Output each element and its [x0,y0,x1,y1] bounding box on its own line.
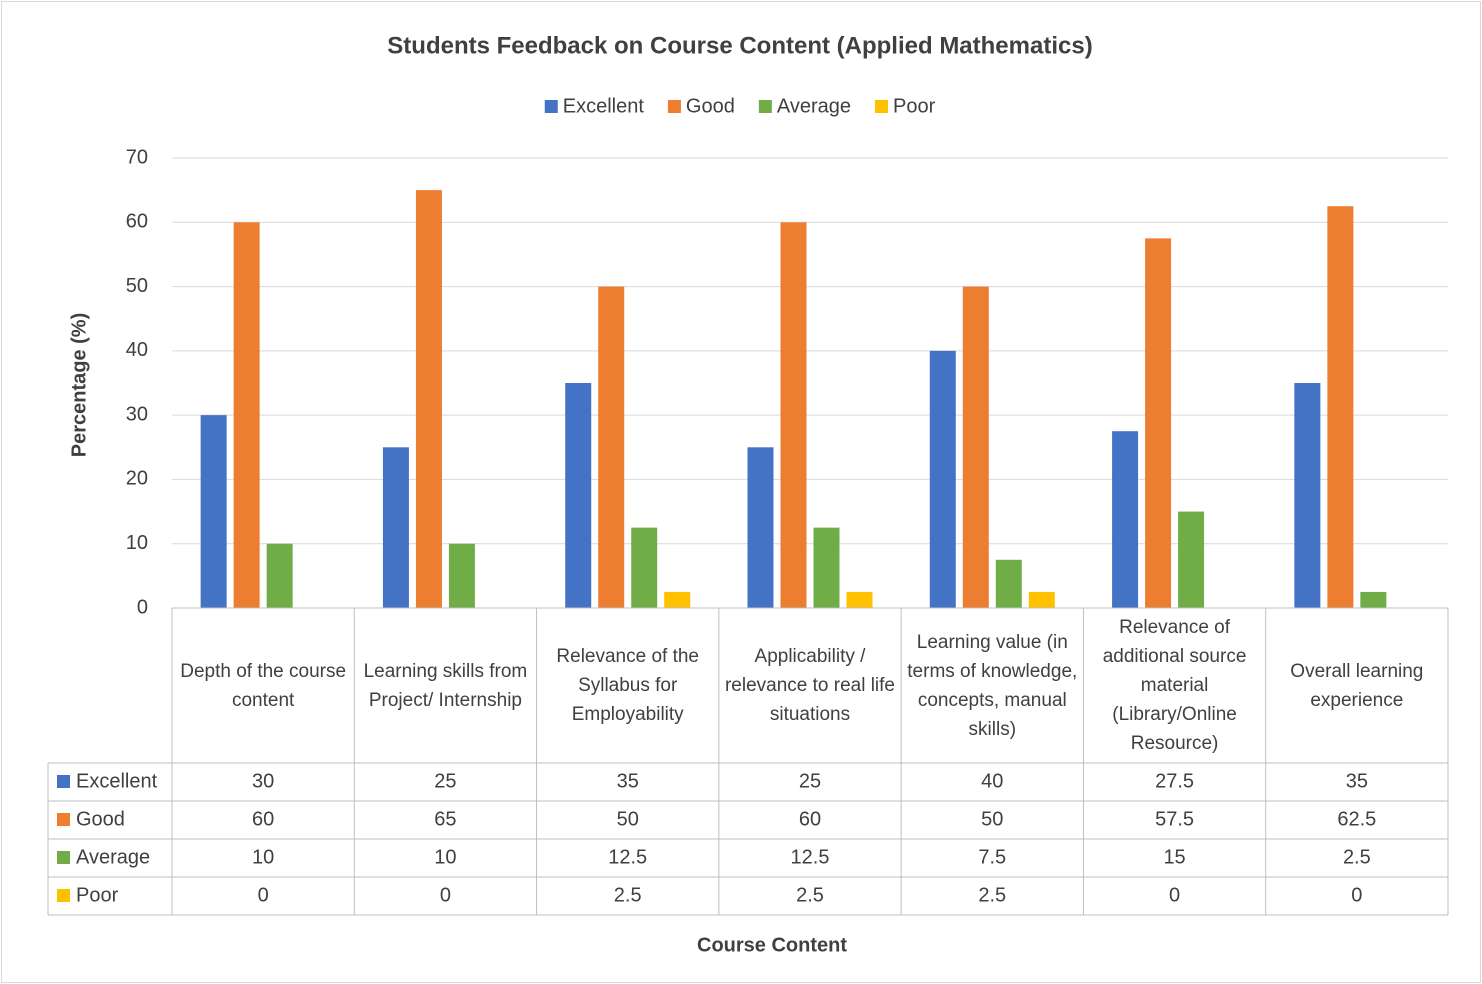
table-cell: 7.5 [978,846,1006,868]
table-row-label: Excellent [76,770,158,792]
table-cell: 12.5 [791,846,830,868]
table-cell: 2.5 [614,884,642,906]
x-tick-label-box: Depth of the course content [180,660,347,711]
legend-swatch [544,100,558,113]
table-cell: 50 [981,808,1003,830]
table-cell: 60 [252,808,274,830]
table-legend-swatch [57,813,70,826]
table-legend-swatch [57,775,70,788]
table-cell: 35 [1346,770,1368,792]
table-cell: 0 [1169,884,1180,906]
table-cell: 65 [434,808,456,830]
legend-swatch [758,100,772,113]
bar [813,527,840,608]
table-cell: 60 [799,808,821,830]
table-cell: 57.5 [1155,808,1194,830]
table-cell: 30 [252,770,274,792]
bar [233,222,260,609]
bar [382,447,409,608]
bar [1327,206,1354,608]
table-cell: 0 [1351,884,1362,906]
x-tick-label-box: Relevance of the Syllabus for Employabil… [556,646,699,725]
bar [631,527,658,608]
legend-label: Poor [893,95,936,117]
bar [995,559,1022,608]
bar [565,383,592,608]
x-tick-label: Relevance of additional source material … [1102,617,1247,754]
bar [846,591,873,608]
x-tick-label: Relevance of the Syllabus for Employabil… [556,646,699,725]
y-tick-label: 40 [126,339,148,361]
bar [448,543,475,608]
x-tick-label-box: Applicability / relevance to real life s… [724,646,895,725]
table-cell: 40 [981,770,1003,792]
table-row-label: Average [76,846,150,868]
x-tick-label: Overall learning experience [1290,660,1424,711]
table-legend-swatch [57,889,70,902]
bar [598,286,625,608]
x-axis-title: Course Content [697,934,847,956]
bar [1178,511,1205,608]
x-tick-label: Applicability / relevance to real life s… [724,646,895,725]
x-tick-label-box: Overall learning experience [1290,660,1424,711]
table-cell: 12.5 [608,846,647,868]
y-tick-label: 10 [126,532,148,554]
legend-label: Good [686,95,735,117]
table-cell: 25 [799,770,821,792]
table-cell: 27.5 [1155,770,1194,792]
bar [1360,591,1387,608]
chart-title: Students Feedback on Course Content (App… [387,32,1092,59]
legend-label: Excellent [563,95,645,117]
legend-label: Average [777,95,851,117]
table-cell: 25 [434,770,456,792]
table-cell: 10 [252,846,274,868]
bar [664,591,691,608]
table-cell: 2.5 [978,884,1006,906]
bar [1112,431,1139,608]
bar [415,190,442,608]
x-tick-label-box: Learning value (in terms of knowledge, c… [907,631,1078,740]
y-tick-label: 20 [126,468,148,490]
x-tick-label: Learning skills from Project/ Internship [363,660,528,711]
x-tick-label-box: Learning skills from Project/ Internship [363,660,528,711]
table-cell: 62.5 [1337,808,1376,830]
table-cell: 0 [440,884,451,906]
legend: Excellent Good Average Poor [544,95,936,117]
table-row-label: Good [76,808,125,830]
bar [780,222,807,609]
table-cell: 0 [258,884,269,906]
y-tick-label: 70 [126,146,148,168]
bar [747,447,774,608]
y-axis-title: Percentage (%) [68,313,90,458]
x-tick-label-box: Relevance of additional source material … [1102,617,1247,754]
table-cell: 2.5 [796,884,824,906]
table-row-label: Poor [76,884,119,906]
bar [200,415,227,608]
x-tick-label: Learning value (in terms of knowledge, c… [907,631,1078,740]
y-tick-label: 30 [126,403,148,425]
table-cell: 50 [617,808,639,830]
table-cell: 2.5 [1343,846,1371,868]
legend-swatch [874,100,888,113]
bar [266,543,293,608]
y-tick-label: 60 [126,211,148,233]
table-cell: 15 [1163,846,1185,868]
bar [929,350,956,608]
bar [962,286,989,608]
table-cell: 10 [434,846,456,868]
bar [1294,383,1321,608]
bar [1145,238,1172,608]
table-cell: 35 [617,770,639,792]
bar [1028,591,1055,608]
table-legend-swatch [57,851,70,864]
y-tick-label: 50 [126,275,148,297]
y-tick-label: 0 [137,596,148,618]
x-tick-label: Depth of the course content [180,660,347,711]
legend-swatch [667,100,681,113]
